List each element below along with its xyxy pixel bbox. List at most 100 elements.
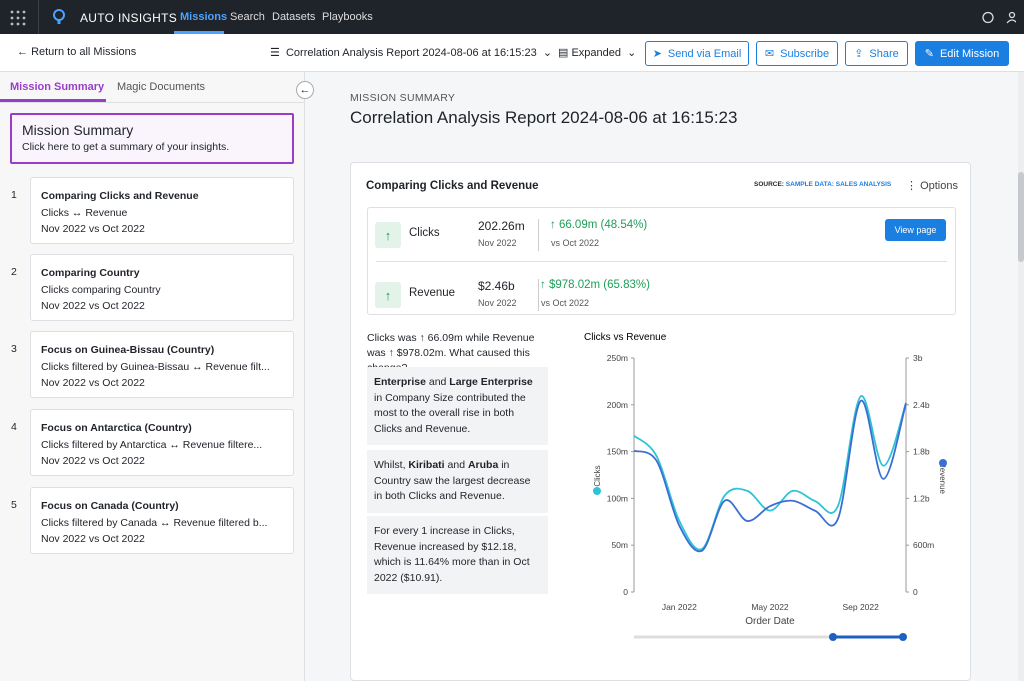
report-select[interactable]: ☰ Correlation Analysis Report 2024-08-06… [270, 47, 553, 59]
item-title: Focus on Guinea-Bissau (Country) [41, 344, 215, 356]
item-number: 1 [11, 189, 17, 201]
item-line: Clicks filtered by Antarctica ↔ Revenue … [41, 439, 263, 451]
insight-text: Aruba [467, 459, 499, 471]
email-button[interactable]: ➤ Send via Email [645, 41, 749, 66]
nav-link[interactable]: Search [230, 11, 265, 23]
card-title: Comparing Clicks and Revenue [366, 180, 539, 192]
edit-button[interactable]: ✎ Edit Mission [915, 41, 1009, 66]
item-line: Nov 2022 vs Oct 2022 [41, 377, 145, 389]
insight-text: Large Enterprise [449, 376, 533, 388]
x-tick-label: May 2022 [751, 602, 789, 612]
x-tick-label: Jan 2022 [662, 602, 697, 612]
mission-item[interactable]: Focus on Canada (Country) Clicks filtered… [30, 487, 294, 554]
chart: Clicks vs Revenue 0 50m 100m 150m 200m 250m 0 60… [584, 332, 947, 641]
nav-link[interactable]: Missions [180, 11, 228, 23]
y-tick-label: 150m [607, 447, 628, 457]
slider-handle [829, 633, 837, 641]
summary-box[interactable]: Mission Summary Click here to get a summ… [10, 113, 294, 164]
divider [538, 219, 539, 251]
insight-text: in Company Size contributed the most to … [374, 391, 526, 435]
mission-item[interactable]: Focus on Antarctica (Country) Clicks filt… [30, 409, 294, 476]
item-title: Comparing Country [41, 267, 140, 279]
item-line: Clicks filtered by Guinea-Bissau ↔ Reven… [41, 361, 270, 373]
y-axis-label: Clicks [593, 465, 602, 486]
mission-item[interactable]: Comparing Clicks and Revenue Clicks ↔ Rev… [30, 177, 294, 244]
metric-vs: vs Oct 2022 [541, 298, 590, 308]
y-tick-label: 3b [913, 353, 923, 363]
insight-card: Comparing Clicks and Revenue SOURCE: SAM… [350, 162, 971, 681]
item-line: Nov 2022 vs Oct 2022 [41, 455, 145, 467]
item-number: 4 [11, 421, 17, 433]
metric-period: Nov 2022 [478, 238, 517, 248]
metric-name: Clicks [409, 227, 440, 239]
insight-text: Whilst, [374, 459, 409, 471]
insight-box: Whilst, Kiribati and Aruba in Country sa… [367, 450, 548, 513]
report-name: Correlation Analysis Report 2024-08-06 a… [285, 47, 537, 59]
y-tick-label: 0 [623, 587, 628, 597]
top-icons[interactable] [982, 11, 1016, 24]
item-line: Clicks filtered by Canada ↔ Revenue filt… [41, 517, 268, 529]
source: SOURCE: SAMPLE DATA: SALES ANALYSIS [754, 181, 891, 188]
metric-name: Revenue [409, 287, 456, 299]
item-line: Nov 2022 vs Oct 2022 [41, 223, 145, 235]
page-title: Correlation Analysis Report 2024-08-06 a… [350, 108, 738, 127]
nav-link[interactable]: Playbooks [322, 11, 373, 23]
toolbar: ← Return to all Missions ☰ Correlation A… [0, 34, 1024, 72]
y-tick-label: 50m [611, 540, 628, 550]
tab[interactable]: Mission Summary [10, 81, 105, 93]
insight-text: For every 1 increase in Clicks, Revenue … [374, 525, 530, 584]
eyebrow: MISSION SUMMARY [350, 92, 456, 104]
item-title: Focus on Antarctica (Country) [41, 422, 192, 434]
y-tick-label: 1.2b [913, 493, 930, 503]
nav-link[interactable]: Datasets [272, 11, 316, 23]
series-line [633, 395, 907, 551]
nav-indicator [174, 31, 224, 34]
metric-period: Nov 2022 [478, 298, 517, 308]
y-tick-label: 1.8b [913, 447, 930, 457]
back-link[interactable]: ← Return to all Missions [17, 46, 137, 58]
question: Clicks was ↑ 66.09m while Revenue was ↑ … [367, 332, 535, 374]
x-tick-label: Sep 2022 [842, 602, 879, 612]
item-number: 3 [11, 343, 17, 355]
insight-text: and [425, 376, 450, 388]
metric-change: ↑ 66.09m (48.54%) [550, 219, 648, 231]
y-tick-label: 250m [607, 353, 628, 363]
y-tick-label: 600m [913, 540, 934, 550]
options[interactable]: ⋮ Options [906, 180, 958, 192]
item-number: 5 [11, 499, 17, 511]
source-link[interactable]: SAMPLE DATA: SALES ANALYSIS [785, 181, 892, 188]
insight-text: in Country saw the largest decrease in b… [374, 459, 531, 502]
collapse-button[interactable]: ← [296, 81, 314, 99]
insight-box: Enterprise and Large Enterprise in Compa… [367, 367, 548, 445]
item-line: Nov 2022 vs Oct 2022 [41, 300, 145, 312]
item-title: Focus on Canada (Country) [41, 500, 179, 512]
chart-title: Clicks vs Revenue [584, 332, 667, 343]
subscribe-button[interactable]: ✉ Subscribe [756, 41, 838, 66]
view-select[interactable]: ▤ Expanded ⌄ [558, 47, 637, 59]
metric-change: ↑ $978.02m (65.83%) [540, 279, 650, 291]
tab[interactable]: Magic Documents [117, 81, 206, 93]
y-tick-label: 200m [607, 400, 628, 410]
options-label: Options [920, 180, 958, 192]
source-label: SOURCE: [754, 181, 784, 188]
mission-item[interactable]: Comparing Country Clicks comparing Countr… [30, 254, 294, 321]
mission-item[interactable]: Focus on Guinea-Bissau (Country) Clicks f… [30, 331, 294, 398]
view-page-button[interactable]: View page [885, 219, 946, 241]
metric-value: $2.46b [478, 279, 515, 293]
item-line: Nov 2022 vs Oct 2022 [41, 533, 145, 545]
summary-text: Click here to get a summary of your insi… [22, 141, 230, 153]
insight-text: and [444, 459, 468, 471]
share-button[interactable]: ⇪ Share [845, 41, 908, 66]
y-tick-label: 100m [607, 493, 628, 503]
up-icon: ↑ [375, 222, 401, 248]
sidebar: Mission Summary Magic Documents ← Missio… [0, 72, 314, 681]
button-label: Share [869, 47, 899, 60]
summary-title: Mission Summary [22, 122, 134, 138]
slider-handle [899, 633, 907, 641]
apps-icon[interactable] [10, 10, 26, 26]
y-tick-label: 2.4b [913, 400, 930, 410]
metric-vs: vs Oct 2022 [551, 238, 600, 248]
metrics-box [367, 207, 956, 315]
metric-row: ↑ Revenue $2.46b Nov 2022 ↑ $978.02m (65.83%… [367, 269, 955, 323]
